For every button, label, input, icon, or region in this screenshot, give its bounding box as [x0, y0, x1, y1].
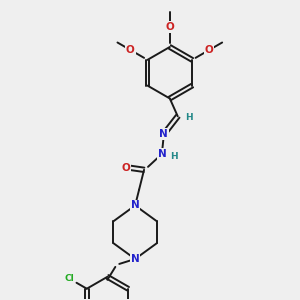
Text: N: N [160, 129, 168, 139]
Text: H: H [185, 113, 193, 122]
Text: O: O [126, 45, 135, 55]
Text: N: N [131, 254, 140, 264]
Text: H: H [170, 152, 178, 161]
Text: Cl: Cl [65, 274, 74, 283]
Text: O: O [165, 22, 174, 32]
Text: O: O [122, 163, 130, 173]
Text: N: N [131, 200, 140, 211]
Text: N: N [158, 149, 166, 159]
Text: O: O [205, 45, 214, 55]
